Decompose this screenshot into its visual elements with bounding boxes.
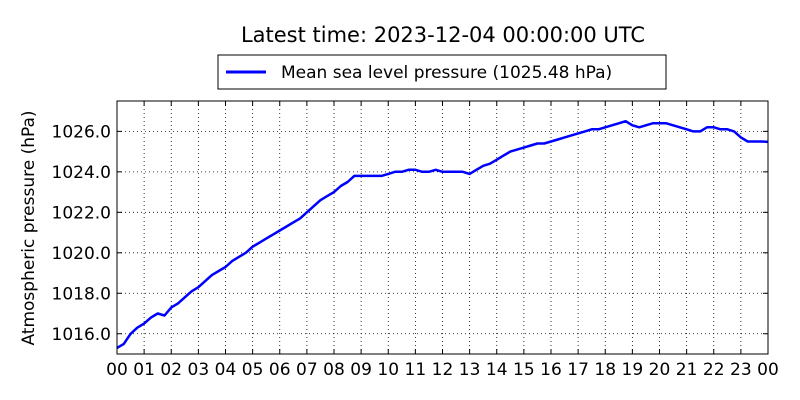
x-tick-label: 11 [405,360,427,380]
y-axis: 1016.0 1018.0 1020.0 1022.0 1024.0 1026.0 [52,122,768,345]
legend-box [217,54,667,90]
x-tick-label: 02 [160,360,182,380]
x-tick-label: 00 [757,360,779,380]
x-tick-label: 17 [567,360,589,380]
y-tick-label: 1020.0 [52,244,111,264]
x-tick-label: 18 [594,360,616,380]
x-tick-label: 03 [188,360,210,380]
legend: Mean sea level pressure (1025.48 hPa) [217,54,667,90]
y-tick-label: 1024.0 [52,163,111,183]
x-tick-label: 23 [730,360,752,380]
plot-frame [116,100,769,355]
y-tick-label: 1022.0 [52,203,111,223]
y-tick-label: 1026.0 [52,122,111,142]
x-tick-label: 01 [133,360,155,380]
x-tick-label: 08 [323,360,345,380]
chart-title: Latest time: 2023-12-04 00:00:00 UTC [241,23,645,47]
x-tick-label: 04 [215,360,237,380]
x-tick-label: 10 [377,360,399,380]
x-tick-label: 19 [622,360,644,380]
x-tick-label: 21 [676,360,698,380]
x-tick-label: 06 [269,360,291,380]
x-tick-label: 14 [486,360,508,380]
y-tick-label: 1016.0 [52,325,111,345]
x-tick-label: 07 [296,360,318,380]
y-axis-label: Atmospheric pressure (hPa) [19,110,39,345]
x-tick-label: 22 [703,360,725,380]
x-tick-label: 00 [106,360,128,380]
grid-lines [117,101,768,354]
series-layer [116,119,769,349]
x-tick-label: 12 [432,360,454,380]
series-line [116,119,769,349]
x-tick-label: 20 [649,360,671,380]
x-tick-label: 16 [540,360,562,380]
y-tick-label: 1018.0 [52,284,111,304]
x-tick-label: 13 [459,360,481,380]
x-axis: 00 01 02 03 04 05 06 07 08 09 10 11 12 13 14 15 16 17 18 19… [106,101,779,380]
x-tick-label: 15 [513,360,535,380]
x-tick-label: 09 [350,360,372,380]
x-tick-label: 05 [242,360,264,380]
legend-label: Mean sea level pressure (1025.48 hPa) [281,63,612,83]
